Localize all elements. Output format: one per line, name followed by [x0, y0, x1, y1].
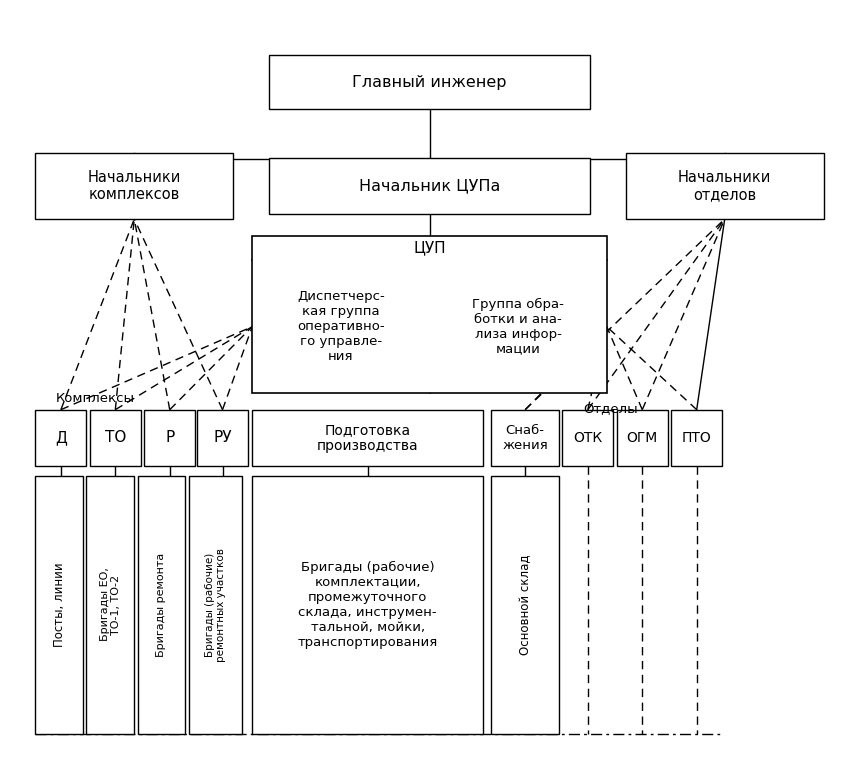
Text: ТО: ТО — [105, 430, 126, 446]
Text: Начальники
отделов: Начальники отделов — [678, 170, 771, 203]
Text: РУ: РУ — [213, 430, 232, 446]
Text: Подготовка
производства: Подготовка производства — [317, 423, 418, 453]
Bar — [253, 236, 606, 393]
Text: ЦУП: ЦУП — [413, 241, 446, 256]
Bar — [189, 475, 242, 734]
Text: Начальник ЦУПа: Начальник ЦУПа — [359, 178, 500, 194]
Text: Бригады (рабочие)
ремонтных участков: Бригады (рабочие) ремонтных участков — [204, 548, 226, 661]
Text: Диспетчерс-
кая группа
оперативно-
го управле-
ния: Диспетчерс- кая группа оперативно- го уп… — [297, 291, 385, 363]
Bar — [269, 55, 590, 109]
Text: ОГМ: ОГМ — [626, 431, 658, 445]
Bar — [563, 410, 613, 466]
Text: Бригады ремонта: Бригады ремонта — [156, 552, 167, 657]
Bar — [617, 410, 667, 466]
Text: Р: Р — [165, 430, 174, 446]
Text: Комплексы: Комплексы — [56, 392, 135, 405]
Text: Группа обра-
ботки и ана-
лиза инфор-
мации: Группа обра- ботки и ана- лиза инфор- ма… — [472, 298, 564, 356]
Text: Д: Д — [55, 430, 67, 446]
Text: Отделы: Отделы — [583, 402, 638, 414]
Bar — [89, 410, 141, 466]
Text: Основной склад: Основной склад — [519, 554, 532, 655]
Bar — [35, 410, 87, 466]
Text: Начальники
комплексов: Начальники комплексов — [88, 170, 181, 203]
Text: Бригады ЕО,
ТО-1, ТО-2: Бригады ЕО, ТО-1, ТО-2 — [100, 568, 121, 641]
Bar — [671, 410, 722, 466]
Bar — [269, 158, 590, 213]
Text: Снаб-
жения: Снаб- жения — [503, 424, 548, 452]
Text: Главный инженер: Главный инженер — [352, 75, 507, 90]
Bar — [35, 475, 83, 734]
Bar — [197, 410, 248, 466]
Bar — [253, 410, 483, 466]
Bar — [35, 153, 234, 219]
Text: Бригады (рабочие)
комплектации,
промежуточного
склада, инструмен-
тальной, мойки: Бригады (рабочие) комплектации, промежут… — [297, 560, 438, 649]
Bar — [491, 410, 559, 466]
Bar — [625, 153, 824, 219]
Text: ПТО: ПТО — [682, 431, 711, 445]
Bar — [491, 475, 559, 734]
Bar — [253, 475, 483, 734]
Bar — [144, 410, 195, 466]
Bar — [87, 475, 134, 734]
Bar — [137, 475, 186, 734]
Text: ОТК: ОТК — [573, 431, 602, 445]
Text: Посты, линии: Посты, линии — [52, 562, 66, 647]
